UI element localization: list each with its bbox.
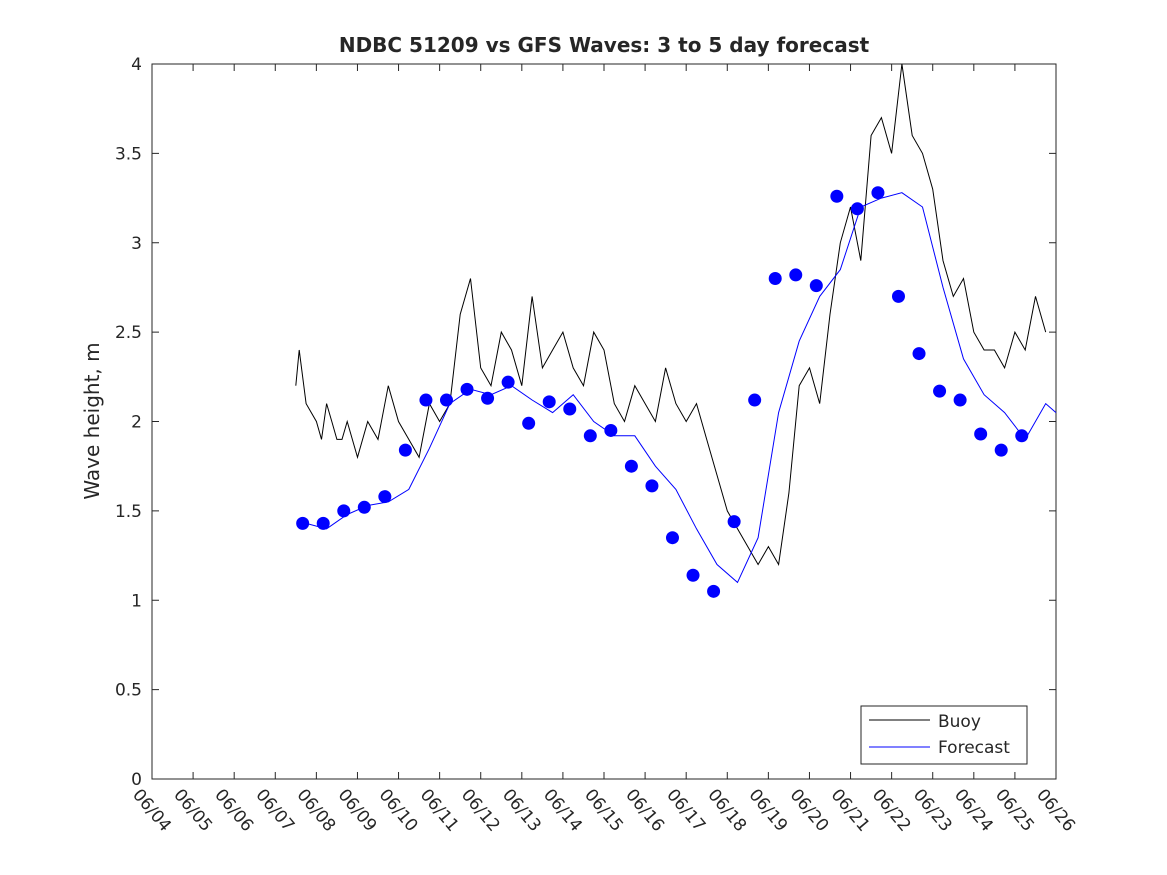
forecast-marker (419, 393, 433, 407)
x-tick-label: 06/06 (210, 785, 257, 835)
x-tick-label: 06/26 (1032, 785, 1079, 835)
legend: Buoy Forecast (860, 705, 1028, 765)
forecast-marker (522, 416, 536, 430)
x-tick-label: 06/14 (539, 785, 586, 835)
x-tick-label: 06/04 (128, 785, 175, 835)
plot-area (151, 63, 1057, 780)
forecast-marker (830, 189, 844, 203)
y-tick-label: 4 (131, 55, 142, 75)
forecast-marker (850, 202, 864, 216)
forecast-marker (871, 186, 885, 200)
y-tick-label: 2.5 (115, 323, 142, 343)
forecast-marker (953, 393, 967, 407)
y-tick-label: 0.5 (115, 681, 142, 701)
forecast-marker (481, 391, 495, 405)
y-tick-label: 1.5 (115, 502, 142, 522)
forecast-marker (296, 516, 310, 530)
x-tick-label: 06/05 (169, 785, 216, 835)
y-axis: 0 0.5 1 1.5 2 2.5 3 3.5 4 (115, 55, 1056, 790)
x-tick-label: 06/07 (251, 785, 298, 835)
forecast-marker (645, 479, 659, 493)
forecast-marker (912, 347, 926, 361)
x-tick-label: 06/16 (621, 785, 668, 835)
y-tick-label: 0 (131, 770, 142, 790)
forecast-marker (624, 459, 638, 473)
forecast-marker (337, 504, 351, 518)
forecast-marker (1015, 429, 1029, 443)
x-tick-label: 06/23 (909, 785, 956, 835)
forecast-marker (542, 395, 556, 409)
forecast-marker (686, 568, 700, 582)
y-tick-label: 1 (131, 591, 142, 611)
legend-box (860, 705, 1028, 765)
forecast-marker (357, 500, 371, 514)
forecast-marker (933, 384, 947, 398)
y-axis-label: Wave height, m (80, 342, 104, 499)
x-tick-label: 06/21 (827, 785, 874, 835)
x-tick-label: 06/24 (950, 785, 997, 835)
forecast-marker (768, 272, 782, 285)
chart-title: NDBC 51209 vs GFS Waves: 3 to 5 day fore… (339, 33, 870, 57)
forecast-marker (378, 490, 392, 504)
forecast-marker (501, 375, 515, 389)
forecast-marker (316, 516, 330, 530)
forecast-marker (398, 443, 412, 457)
series-layer (295, 63, 1057, 598)
forecast-marker (460, 382, 474, 396)
forecast-marker (707, 584, 721, 598)
forecast-marker (891, 289, 905, 303)
x-tick-label: 06/11 (416, 785, 463, 835)
x-tick-label: 06/13 (498, 785, 545, 835)
x-tick-label: 06/08 (293, 785, 340, 835)
x-tick-label: 06/12 (457, 785, 504, 835)
x-tick-label: 06/17 (662, 785, 709, 835)
legend-forecast-label: Forecast (938, 738, 1010, 758)
y-tick-label: 3 (131, 234, 142, 254)
x-tick-label: 06/22 (868, 785, 915, 835)
forecast-line (305, 192, 1057, 584)
forecast-marker (974, 427, 988, 441)
x-tick-label: 06/09 (334, 785, 381, 835)
x-tick-label: 06/25 (991, 785, 1038, 835)
forecast-marker (789, 268, 803, 282)
x-tick-label: 06/19 (745, 785, 792, 835)
forecast-marker (583, 429, 597, 443)
x-tick-label: 06/20 (786, 785, 833, 835)
x-tick-label: 06/10 (375, 785, 422, 835)
forecast-marker (809, 279, 823, 293)
forecast-marker (604, 423, 618, 437)
forecast-marker (665, 531, 679, 545)
forecast-marker (748, 393, 762, 407)
x-tick-label: 06/15 (580, 785, 627, 835)
forecast-marker (727, 515, 741, 529)
legend-buoy-label: Buoy (938, 712, 981, 732)
y-tick-label: 2 (131, 413, 142, 433)
forecast-marker (563, 402, 577, 416)
y-tick-label: 3.5 (115, 144, 142, 164)
buoy-line (295, 63, 1047, 567)
x-tick-label: 06/18 (703, 785, 750, 835)
forecast-marker (439, 393, 453, 407)
forecast-marker (994, 443, 1008, 457)
